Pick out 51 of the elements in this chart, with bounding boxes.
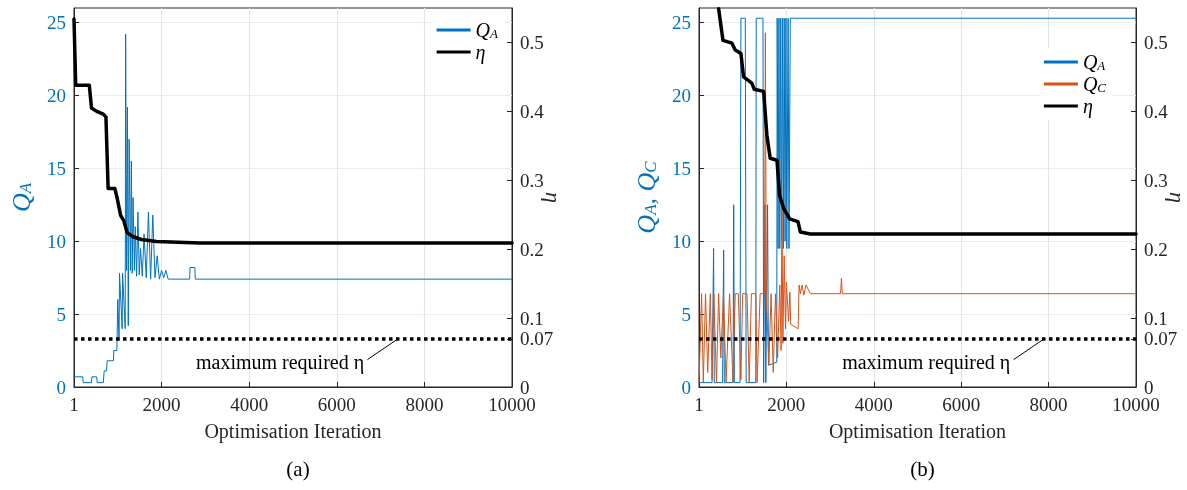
line-series [72, 17, 514, 245]
y2-tick-label: 0.3 [1144, 169, 1168, 191]
ref-line-label: maximum required η [195, 350, 365, 374]
x-tick-label: 6000 [317, 394, 356, 415]
line-series [716, 6, 1138, 236]
y2-tick-label: 0.3 [520, 169, 544, 191]
y-tick-label: 0 [56, 376, 66, 398]
y2-tick-label: 0.5 [520, 31, 544, 53]
x-tick-label: 1 [69, 394, 79, 415]
x-axis-title: Optimisation Iteration [828, 420, 1007, 443]
y-tick-label: 10 [672, 230, 691, 252]
legend-label: η [475, 41, 486, 64]
y-axis-title: QA, QC [631, 160, 661, 234]
y-tick-label: 25 [47, 12, 66, 34]
x-tick-label: 8000 [405, 394, 444, 415]
y2-tick-label: 0.4 [1144, 100, 1169, 122]
legend-label: QA [475, 19, 499, 41]
y-axis-title: QA [6, 182, 36, 213]
x-tick-label: 1 [694, 394, 704, 415]
x-tick-label: 4000 [854, 394, 893, 415]
x-tick-label: 2000 [142, 394, 181, 415]
y2-axis-title: η [1164, 192, 1187, 203]
x-tick-label: 4000 [230, 394, 269, 415]
y2-tick-label: 0.5 [1144, 31, 1168, 53]
y-tick-label: 10 [47, 230, 66, 252]
x-tick-label: 8000 [1029, 394, 1068, 415]
y2-tick-label: 0.07 [520, 328, 554, 350]
y-tick-label: 25 [672, 12, 691, 34]
y2-tick-label: 0.2 [520, 238, 544, 260]
x-tick-label: 2000 [767, 394, 806, 415]
y-tick-label: 20 [47, 84, 66, 106]
y-tick-label: 0 [681, 376, 691, 398]
y2-axis-title: η [540, 192, 566, 203]
legend-label: η [1082, 95, 1093, 118]
y-tick-label: 20 [672, 84, 691, 106]
y2-tick-label: 0.4 [520, 100, 545, 122]
legend-label: QC [1082, 73, 1107, 95]
y2-tick-label: 0.2 [1144, 238, 1168, 260]
legend-label: QA [1082, 51, 1106, 73]
y-tick-label: 5 [56, 303, 66, 325]
y-tick-label: 5 [681, 303, 691, 325]
x-tick-label: 6000 [942, 394, 981, 415]
y2-tick-label: 0.07 [1144, 328, 1178, 350]
text: (b) [910, 456, 935, 481]
text: (a) [286, 456, 310, 481]
y2-tick-label: 0.1 [1144, 307, 1168, 329]
y-tick-label: 15 [47, 157, 66, 179]
x-axis-title: Optimisation Iteration [204, 420, 382, 443]
ref-line-label: maximum required η [842, 350, 1011, 374]
y2-tick-label: 0.1 [520, 307, 544, 329]
y-tick-label: 15 [672, 157, 691, 179]
